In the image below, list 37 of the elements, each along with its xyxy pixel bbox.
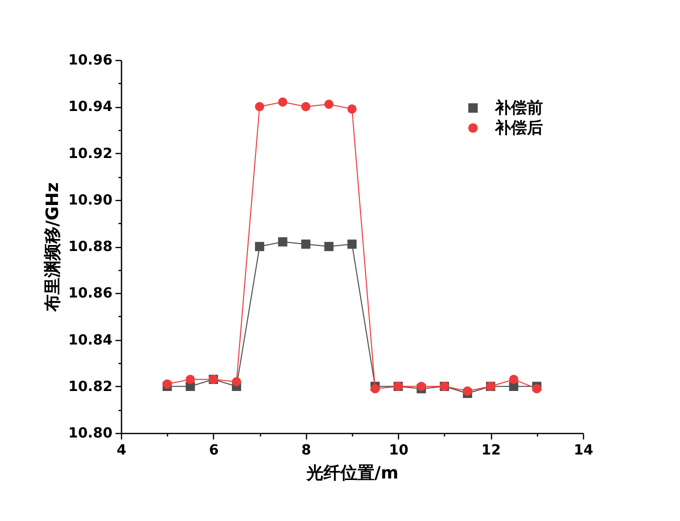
y-tick-label: 10.86: [68, 286, 112, 302]
point: [254, 102, 264, 112]
point: [324, 242, 334, 252]
point: [162, 379, 172, 389]
y-tick-label: 10.92: [68, 146, 112, 162]
point: [532, 384, 542, 394]
point: [347, 240, 357, 249]
x-tick-label: 6: [209, 442, 219, 458]
y-tick-label: 10.80: [68, 426, 113, 442]
x-tick-label: 12: [481, 442, 501, 458]
point: [301, 240, 310, 249]
y-tick-label: 10.96: [68, 52, 112, 68]
x-tick-label: 10: [388, 442, 409, 458]
legend-label: 补偿后: [494, 118, 543, 137]
point: [301, 102, 310, 112]
y-tick-label: 10.88: [68, 239, 112, 255]
x-tick-label: 8: [301, 442, 312, 458]
x-axis-title: 光纤位置/m: [306, 464, 398, 484]
point: [370, 384, 380, 394]
point: [278, 97, 288, 107]
point: [347, 104, 357, 114]
y-tick-label: 10.94: [68, 99, 113, 116]
point: [324, 100, 334, 109]
y-tick-label: 10.90: [68, 192, 113, 208]
x-tick-label: 14: [574, 442, 594, 458]
point: [509, 374, 518, 384]
x-tick-label: 4: [116, 442, 127, 458]
point: [186, 374, 195, 384]
point: [278, 237, 288, 246]
legend-label: 补偿前: [494, 98, 543, 117]
point: [416, 382, 426, 391]
y-tick-label: 10.84: [68, 332, 113, 348]
y-tick-label: 10.82: [68, 378, 112, 395]
point: [232, 377, 242, 386]
y-axis-title: 布里渊频移/GHz: [43, 182, 64, 313]
point: [254, 242, 264, 252]
point: [462, 386, 472, 396]
